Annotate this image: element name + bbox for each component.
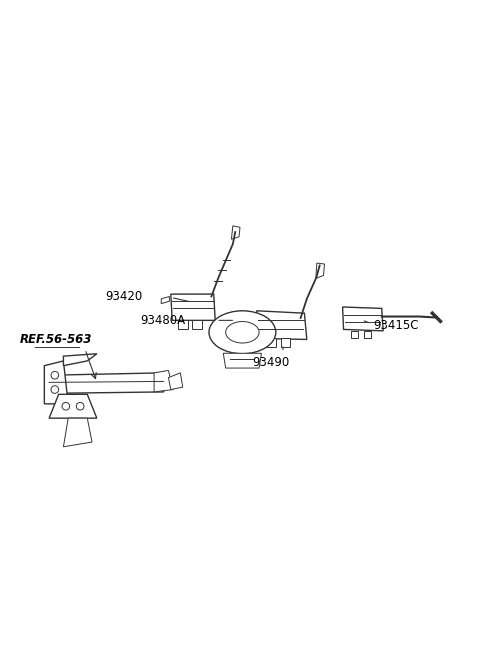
Ellipse shape [209,310,276,354]
Circle shape [51,386,59,394]
Ellipse shape [226,322,259,343]
Polygon shape [266,339,276,347]
Circle shape [76,402,84,410]
Polygon shape [223,353,262,368]
Polygon shape [63,354,97,365]
Circle shape [51,371,59,379]
Text: 93480A: 93480A [140,314,185,327]
Polygon shape [171,294,215,320]
Polygon shape [231,226,240,239]
Polygon shape [44,361,68,404]
Polygon shape [63,418,92,447]
Polygon shape [178,320,188,329]
Polygon shape [192,320,202,329]
Polygon shape [161,297,169,304]
Text: REF.56-563: REF.56-563 [20,333,93,346]
Text: 93490: 93490 [252,356,289,369]
Circle shape [62,402,70,410]
Polygon shape [246,312,256,320]
Polygon shape [257,310,307,339]
Polygon shape [281,339,290,347]
Polygon shape [168,373,183,390]
Polygon shape [154,371,173,392]
Polygon shape [343,307,383,331]
Text: 93420: 93420 [105,290,142,303]
Polygon shape [364,331,371,338]
Polygon shape [316,263,324,278]
Polygon shape [49,373,164,394]
Polygon shape [49,394,97,418]
Text: 93415C: 93415C [373,318,419,331]
Polygon shape [351,331,359,338]
